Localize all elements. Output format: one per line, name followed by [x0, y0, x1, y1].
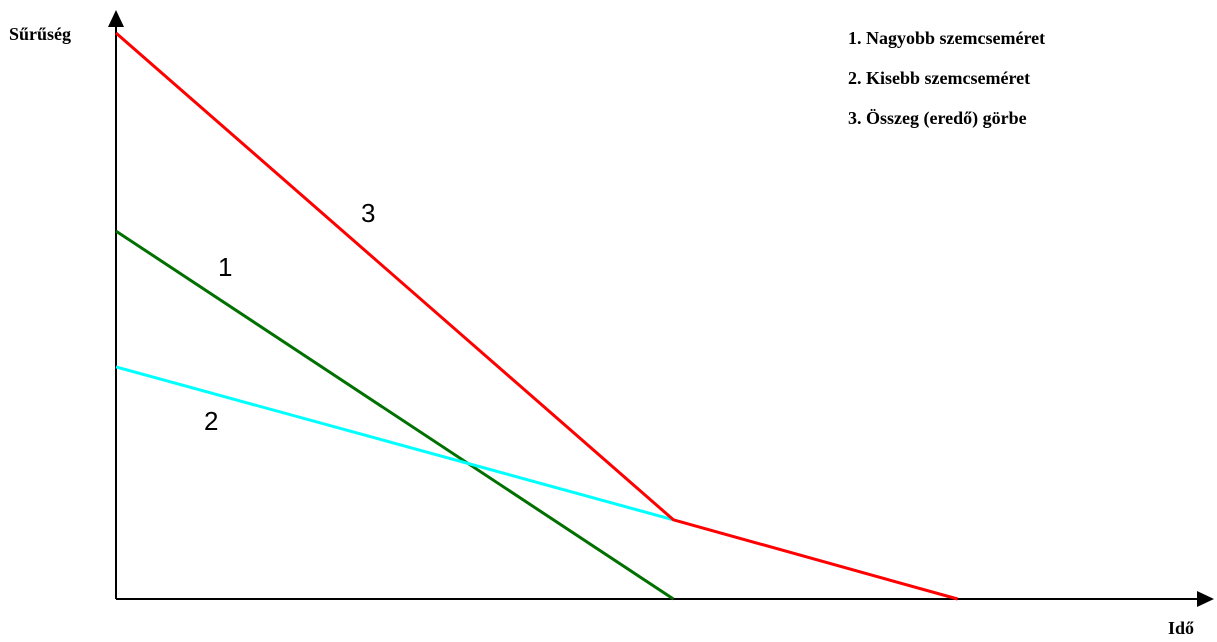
series-label-3: 3 — [361, 198, 375, 228]
series-label-1: 1 — [218, 252, 232, 282]
y-axis-title: Sűrűség — [9, 24, 71, 44]
legend: 1. Nagyobb szemcseméret 2. Kisebb szemcs… — [848, 28, 1045, 129]
series-line-3 — [115, 31, 959, 601]
y-axis-arrow — [108, 10, 124, 27]
series-line-2 — [115, 365, 674, 522]
series-label-2: 2 — [204, 406, 218, 436]
x-axis-arrow — [1197, 591, 1214, 607]
x-axis-title: Idő — [1168, 618, 1194, 638]
series-layer — [115, 31, 959, 601]
legend-item-2: 2. Kisebb szemcseméret — [848, 68, 1030, 88]
axes — [108, 10, 1214, 607]
legend-item-1: 1. Nagyobb szemcseméret — [848, 28, 1045, 48]
legend-item-3: 3. Összeg (eredő) görbe — [848, 108, 1027, 129]
series-line-1 — [115, 229, 675, 601]
